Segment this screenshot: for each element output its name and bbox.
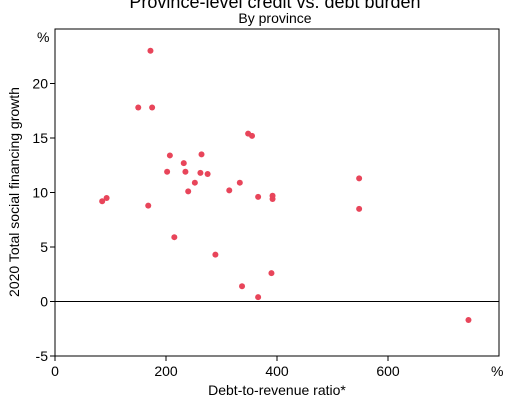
data-point [164,168,171,175]
data-point [204,170,211,177]
x-unit-label: % [491,363,503,379]
chart-title: Province-level credit vs. debt burden [129,0,420,12]
y-unit-label: % [37,29,49,45]
data-point [255,294,262,301]
y-axis-label: 2020 Total social financing growth [6,87,22,297]
data-point [356,205,363,212]
y-tick-label: 10 [32,185,48,201]
data-points [99,47,472,324]
data-point [269,196,276,203]
data-point [103,194,110,201]
data-point [135,104,142,111]
data-point [182,168,189,175]
y-axis-ticks: -5 0 5 10 15 20 [32,76,55,364]
data-point [171,234,178,241]
x-tick-label: 200 [154,363,178,379]
data-point [268,270,275,277]
data-point [145,202,152,209]
data-point [226,187,233,194]
y-tick-label: 5 [40,239,48,255]
data-point [185,188,192,195]
x-tick-label: 0 [51,363,59,379]
data-point [198,151,205,158]
data-point [197,169,204,176]
data-point [255,193,262,200]
data-point [249,132,256,139]
plot-frame [54,28,500,357]
data-point [99,198,106,205]
x-axis-ticks: 0 200 400 600 [51,356,400,379]
y-tick-label: 0 [40,294,48,310]
data-point [180,160,187,167]
data-point [356,175,363,182]
data-point [212,251,219,258]
chart-subtitle: By province [238,10,311,26]
data-point [239,283,246,290]
y-tick-label: 15 [32,130,48,146]
x-axis-label: Debt-to-revenue ratio* [208,382,346,398]
x-tick-label: 400 [265,363,289,379]
data-point [149,104,156,111]
data-point [191,179,198,186]
y-tick-label: -5 [36,348,49,364]
x-tick-label: 600 [376,363,400,379]
data-point [166,152,173,159]
data-point [465,317,472,324]
y-tick-label: 20 [32,76,48,92]
data-point [147,47,154,54]
data-point [236,179,243,186]
